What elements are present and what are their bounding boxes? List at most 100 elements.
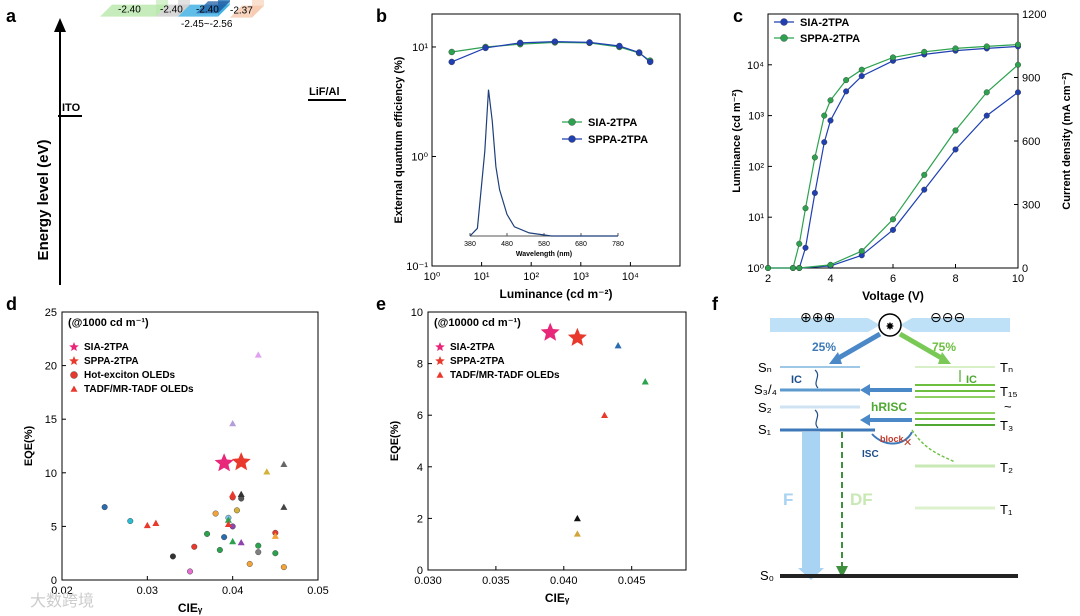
- label-sn: Sₙ: [758, 360, 772, 375]
- chart-c-xtick-label: 2: [765, 273, 771, 285]
- chart-c-series-1-point: [1015, 41, 1022, 48]
- chart-c-series-3-point: [952, 127, 959, 134]
- chart-b-series-1-point: [635, 49, 643, 56]
- chart-d-series-1-point: [231, 452, 251, 471]
- chart-d-series-2-point: [221, 534, 228, 541]
- chart-c-series-2-point: [1015, 89, 1022, 96]
- chart-d-series-2-point: [233, 507, 240, 514]
- chart-c-series-2-point: [921, 186, 928, 193]
- chart-b-series-1-point: [448, 58, 455, 66]
- chart-d-series-3-point: [224, 516, 232, 523]
- chart-d: 0.02 0.03 0.04 0.05 0 5 10 15 20 25 CIEᵧ EQE(%) (@10…: [23, 307, 329, 615]
- chart-c-legend-1-marker: [780, 34, 788, 42]
- chart-c-series-3-line: [799, 64, 1019, 269]
- chart-d-legend-2-label: Hot-exciton OLEDs: [84, 370, 176, 381]
- chart-c-y2tick-label: 1200: [1022, 9, 1046, 21]
- chart-c-legend-1-label: SPPA-2TPA: [800, 33, 860, 45]
- panel-c: c 2 4 6 8 10 10⁰ 10¹ 10² 10³ 10⁴ 0 300 600 900 1200 Vol…: [731, 6, 1073, 303]
- chart-b-legend-1-label: SPPA-2TPA: [588, 134, 648, 146]
- triplet-percent: 75%: [932, 340, 956, 354]
- chart-d-ytick-label: 15: [45, 414, 57, 426]
- chart-b-series-1-point: [586, 39, 593, 46]
- layer-5-top: [230, 5, 264, 18]
- panel-c-letter: c: [733, 6, 743, 26]
- chart-c-series-1-point: [821, 112, 828, 119]
- chart-d-series-3-point: [280, 460, 288, 468]
- chart-e: 0.030 0.035 0.040 0.045 0 2 4 6 8 10 CIEᵧ EQE(%) (@1…: [389, 307, 687, 605]
- chart-d-legend-1-marker: [69, 356, 79, 365]
- chart-e-ytick-label: 4: [417, 462, 423, 474]
- panel-d: d 0.02 0.03 0.04 0.05 0 5 10 15 20 25 CIEᵧ EQE(%) (@…: [6, 294, 329, 615]
- inset-xtick-label: 680: [575, 241, 587, 248]
- chart-e-ytick-label: 2: [417, 513, 423, 525]
- panel-e: e 0.030 0.035 0.040 0.045 0 2 4 6 8 10 CIEᵧ EQE(%) (…: [376, 294, 687, 605]
- chart-c-y2tick-label: 900: [1022, 73, 1040, 85]
- chart-c-series-1-point: [983, 43, 990, 50]
- inset-xtick-label: 480: [501, 241, 513, 248]
- panel-f: f ⊕⊕⊕ ⊖⊖⊖ ✸ Sₙ S₃/₄ S₂ S₁ Tₙ T₁₅ ~ T₃ T₂…: [712, 294, 1018, 583]
- chart-c-y2tick-label: 600: [1022, 136, 1040, 148]
- chart-d-series-2-point: [216, 546, 223, 553]
- chart-d-condition: (@1000 cd m⁻¹): [68, 317, 149, 329]
- chart-b-series-1-point: [551, 38, 559, 45]
- chart-e-ylabel: EQE(%): [389, 420, 401, 461]
- chart-d-series-2-point: [169, 553, 176, 560]
- chart-e-series-2-point: [641, 378, 649, 385]
- layer-1-lumo: -2.40: [118, 5, 141, 16]
- df-label: DF: [850, 490, 873, 509]
- chart-d-ytick-label: 10: [45, 468, 57, 480]
- chart-c-series-3-point: [890, 216, 897, 223]
- chart-b-series-1-point: [516, 39, 524, 47]
- singlet-branch-arrow: [833, 331, 882, 363]
- chart-d-ytick-label: 25: [45, 307, 57, 319]
- watermark: 大数跨境: [30, 591, 94, 610]
- label-tilde: ~: [1004, 399, 1012, 414]
- chart-d-series-2-point: [272, 550, 279, 557]
- chart-c-xtick-label: 4: [827, 273, 833, 285]
- chart-b-ylabel: External quantum efficiency (%): [393, 56, 405, 223]
- chart-d-series-3-point: [143, 521, 151, 529]
- chart-c-series-1-line: [768, 44, 1019, 269]
- block-cross-icon: ✕: [903, 437, 912, 449]
- chart-d-ylabel: EQE(%): [23, 425, 35, 466]
- chart-c-series-2-line: [799, 91, 1019, 269]
- chart-e-series-2-point: [614, 342, 622, 349]
- panel-f-letter: f: [712, 294, 719, 314]
- chart-d-frame: [61, 311, 319, 581]
- chart-c-series-2-point: [952, 146, 959, 153]
- chart-e-series-2-point: [573, 514, 581, 522]
- layer-1-top: [100, 4, 168, 17]
- chart-d-series-2-point: [204, 530, 211, 537]
- ic-singlet-label: IC: [791, 374, 802, 386]
- chart-c-xtick-label: 6: [890, 273, 896, 285]
- chart-e-xtick-label: 0.040: [550, 575, 578, 587]
- chart-c-series-1-point: [890, 54, 897, 61]
- chart-e-ytick-label: 6: [417, 410, 423, 422]
- chart-c-y2tick-label: 300: [1022, 200, 1040, 212]
- holes-symbol: ⊕⊕⊕: [800, 309, 835, 325]
- electrons-symbol: ⊖⊖⊖: [930, 309, 965, 325]
- chart-d-series-3-point: [237, 490, 245, 498]
- f-label: F: [783, 490, 793, 509]
- chart-d-series-2-point: [255, 542, 262, 549]
- chart-e-legend-1-marker: [435, 356, 445, 365]
- chart-d-legend-0-marker: [69, 342, 79, 351]
- layer-5-lumo: -2.37: [230, 6, 253, 17]
- chart-c-ytick-label: 10⁴: [747, 60, 764, 72]
- chart-d-ytick-label: 5: [51, 521, 57, 533]
- chart-e-xtick-label: 0.045: [618, 575, 646, 587]
- hrisc-arrowhead-lower-icon: [860, 414, 870, 426]
- panel-d-letter: d: [6, 294, 17, 314]
- chart-c-series-0-point: [802, 244, 809, 251]
- inset-xtick-label: 380: [464, 241, 476, 248]
- chart-c-ytick-label: 10²: [748, 161, 764, 173]
- chart-c-series-1-point: [827, 97, 834, 104]
- chart-e-series-2-point: [601, 411, 609, 418]
- chart-e-series-1-point: [567, 327, 587, 346]
- chart-c-ytick-label: 10⁰: [747, 263, 764, 275]
- chart-b-series-1-point: [646, 58, 654, 66]
- chart-b-series-0-point: [448, 48, 455, 56]
- chart-b-ytick-label: 10¹: [412, 42, 428, 54]
- chart-d-legend-1-label: SPPA-2TPA: [84, 356, 139, 367]
